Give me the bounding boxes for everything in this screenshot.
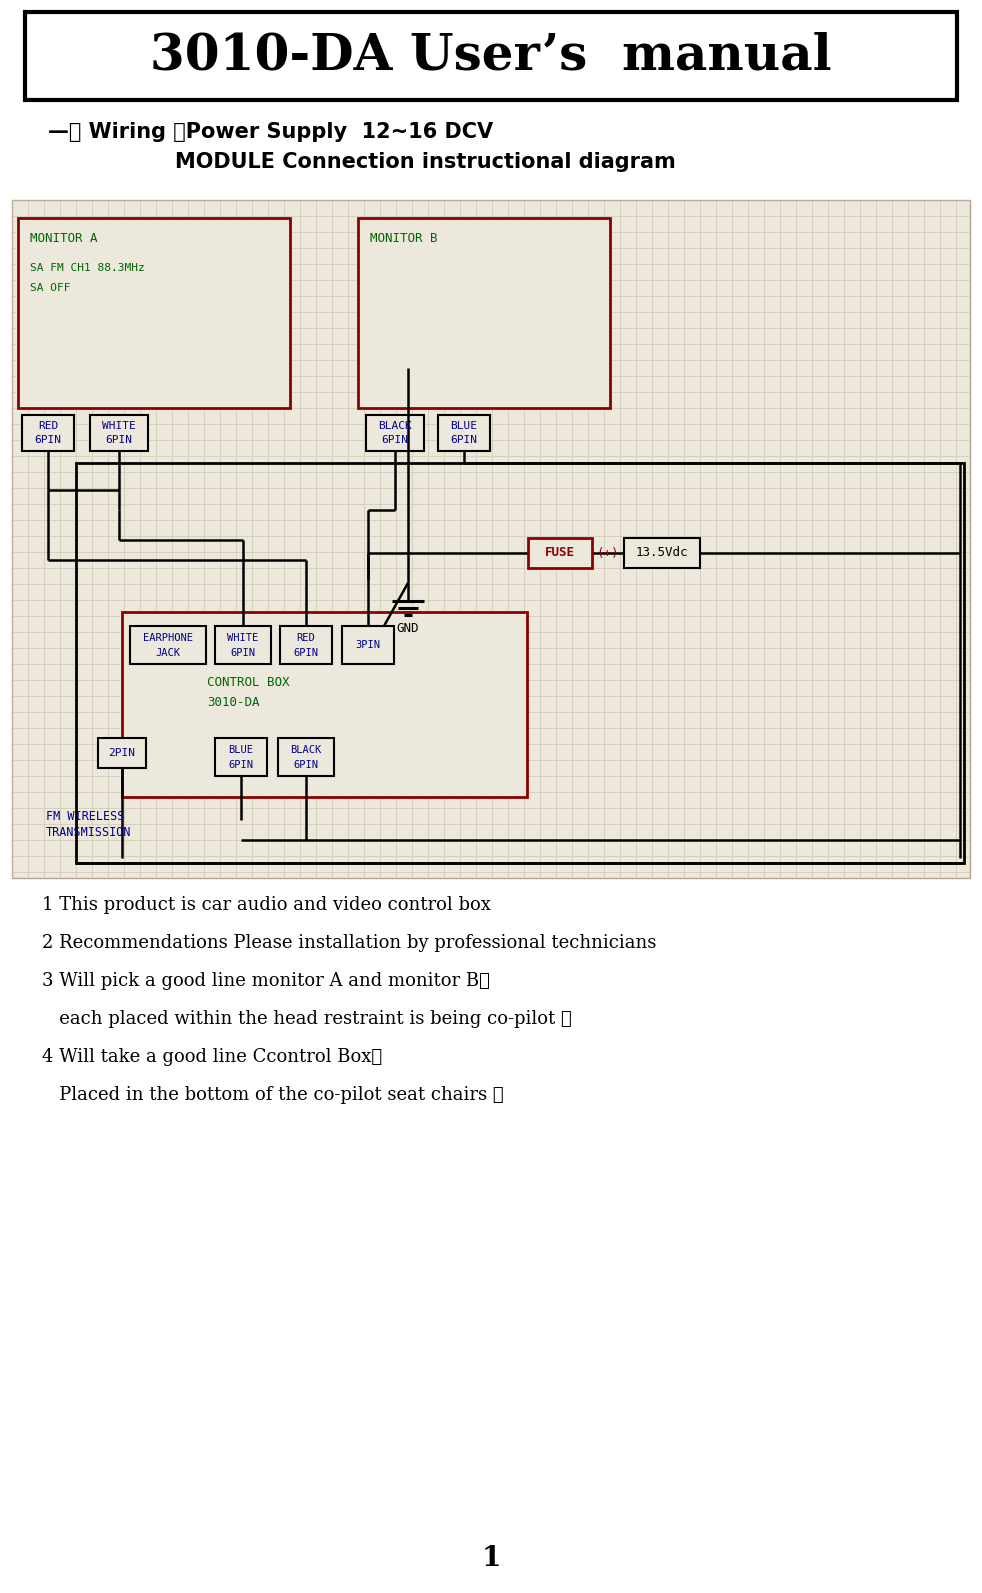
Bar: [215, 626, 271, 664]
Text: 6PIN: 6PIN: [105, 435, 133, 444]
Text: 6PIN: 6PIN: [294, 760, 318, 769]
Text: (+): (+): [597, 546, 620, 559]
Text: 6PIN: 6PIN: [34, 435, 62, 444]
Text: SA FM CH1 88.3MHz: SA FM CH1 88.3MHz: [30, 263, 144, 272]
Bar: [130, 626, 206, 664]
Bar: [528, 538, 592, 569]
Bar: [22, 416, 74, 451]
Text: 1 This product is car audio and video control box: 1 This product is car audio and video co…: [42, 895, 491, 914]
Text: 3010-DA User’s  manual: 3010-DA User’s manual: [150, 32, 832, 81]
Text: RED: RED: [38, 421, 58, 432]
Bar: [12, 201, 970, 878]
Text: Placed in the bottom of the co-pilot seat chairs 。: Placed in the bottom of the co-pilot sea…: [42, 1086, 504, 1104]
Text: MONITOR A: MONITOR A: [30, 231, 97, 244]
Text: WHITE: WHITE: [102, 421, 136, 432]
Text: BLACK: BLACK: [378, 421, 411, 432]
Text: 3PIN: 3PIN: [355, 640, 380, 650]
Bar: [215, 738, 267, 776]
Bar: [342, 626, 394, 664]
Text: FUSE: FUSE: [545, 546, 575, 559]
Text: 3 Will pick a good line monitor A and monitor B、: 3 Will pick a good line monitor A and mo…: [42, 972, 490, 989]
Text: WHITE: WHITE: [228, 632, 258, 644]
Text: EARPHONE: EARPHONE: [143, 632, 193, 644]
Text: 6PIN: 6PIN: [231, 648, 255, 658]
Bar: [90, 416, 148, 451]
Text: 13.5Vdc: 13.5Vdc: [635, 546, 688, 559]
Text: MONITOR B: MONITOR B: [370, 231, 438, 244]
Text: RED: RED: [297, 632, 315, 644]
Text: CONTROL BOX: CONTROL BOX: [207, 675, 290, 688]
Text: BLACK: BLACK: [291, 746, 322, 755]
Bar: [278, 738, 334, 776]
Bar: [25, 13, 957, 100]
Text: —、 Wiring ：Power Supply  12~16 DCV: —、 Wiring ：Power Supply 12~16 DCV: [48, 123, 493, 142]
Text: 1: 1: [481, 1545, 501, 1572]
Text: each placed within the head restraint is being co-pilot 。: each placed within the head restraint is…: [42, 1010, 572, 1027]
Bar: [358, 218, 610, 408]
Text: GND: GND: [397, 623, 419, 636]
Text: 4 Will take a good line Ccontrol Box，: 4 Will take a good line Ccontrol Box，: [42, 1048, 382, 1066]
Bar: [122, 612, 527, 796]
Text: 2 Recommendations Please installation by professional technicians: 2 Recommendations Please installation by…: [42, 933, 656, 953]
Text: 6PIN: 6PIN: [381, 435, 409, 444]
Text: BLUE: BLUE: [451, 421, 477, 432]
Bar: [18, 218, 290, 408]
Text: 6PIN: 6PIN: [229, 760, 253, 769]
Text: FM WIRELESS: FM WIRELESS: [46, 809, 125, 822]
Text: 2PIN: 2PIN: [108, 749, 136, 758]
Text: 3010-DA: 3010-DA: [207, 696, 259, 709]
Bar: [366, 416, 424, 451]
Bar: [280, 626, 332, 664]
Text: JACK: JACK: [155, 648, 181, 658]
Text: TRANSMISSION: TRANSMISSION: [46, 827, 132, 840]
Text: BLUE: BLUE: [229, 746, 253, 755]
Bar: [76, 464, 964, 863]
Text: SA OFF: SA OFF: [30, 284, 71, 293]
Bar: [624, 538, 700, 569]
Bar: [438, 416, 490, 451]
Text: MODULE Connection instructional diagram: MODULE Connection instructional diagram: [175, 151, 676, 172]
Bar: [98, 738, 146, 768]
Text: 6PIN: 6PIN: [294, 648, 318, 658]
Text: 6PIN: 6PIN: [451, 435, 477, 444]
